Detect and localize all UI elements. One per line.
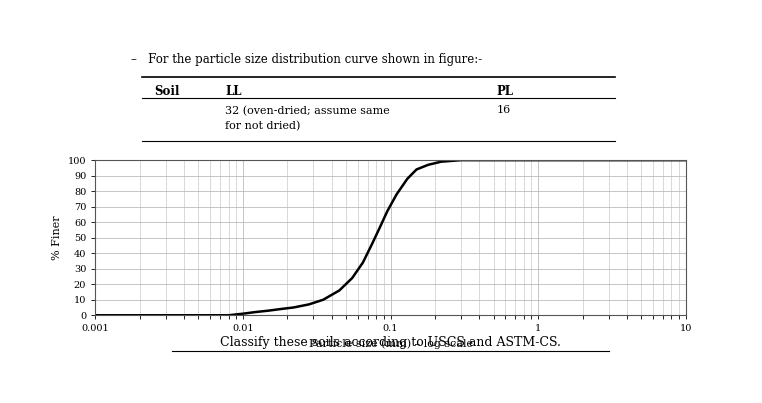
Text: 32 (oven-dried; assume same: 32 (oven-dried; assume same — [226, 106, 390, 116]
Text: LL: LL — [226, 85, 242, 98]
Text: PL: PL — [497, 85, 514, 98]
Text: for not dried): for not dried) — [226, 120, 300, 131]
Y-axis label: % Finer: % Finer — [52, 215, 62, 260]
Text: Soil: Soil — [154, 85, 180, 98]
Text: –   For the particle size distribution curve shown in figure:-: – For the particle size distribution cur… — [131, 53, 482, 66]
Text: 16: 16 — [497, 106, 511, 116]
Text: Classify these soils according to USCS and ASTM-CS.: Classify these soils according to USCS a… — [220, 336, 561, 349]
X-axis label: Particle size (mm) – log scale: Particle size (mm) – log scale — [309, 339, 472, 349]
